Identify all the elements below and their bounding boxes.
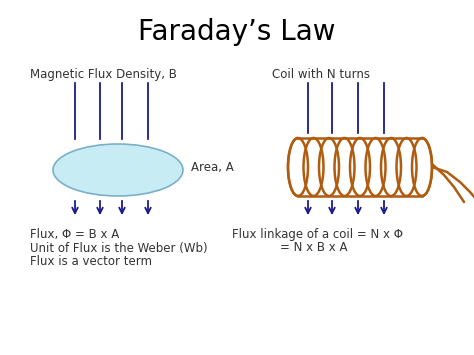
Text: Unit of Flux is the Weber (Wb): Unit of Flux is the Weber (Wb) — [30, 242, 208, 255]
Text: Flux linkage of a coil = N x Φ: Flux linkage of a coil = N x Φ — [232, 228, 403, 241]
Text: Flux, Φ = B x A: Flux, Φ = B x A — [30, 228, 119, 241]
Text: Area, A: Area, A — [191, 162, 234, 175]
Text: Faraday’s Law: Faraday’s Law — [138, 18, 336, 46]
Text: Coil with N turns: Coil with N turns — [272, 68, 370, 81]
Text: Magnetic Flux Density, B: Magnetic Flux Density, B — [30, 68, 177, 81]
Ellipse shape — [53, 144, 183, 196]
Text: Flux is a vector term: Flux is a vector term — [30, 255, 152, 268]
Text: = N x B x A: = N x B x A — [280, 241, 347, 254]
